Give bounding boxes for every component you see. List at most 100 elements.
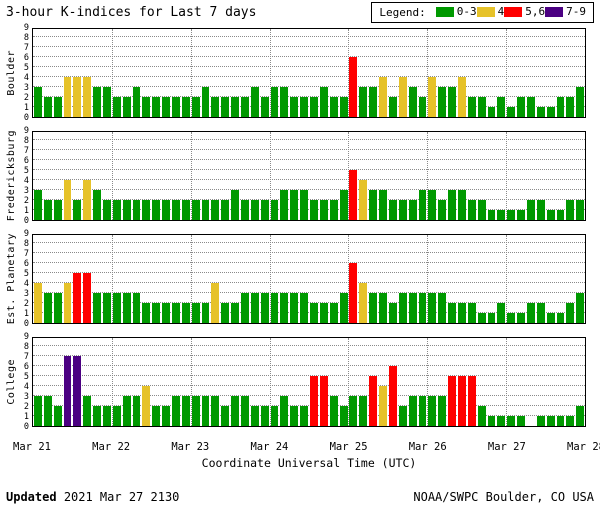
- k-index-bar: [507, 210, 516, 220]
- k-index-bar: [457, 303, 466, 323]
- bar-slot: [43, 338, 53, 426]
- bar-slot: [230, 132, 240, 220]
- bar-slot: [418, 235, 428, 323]
- k-index-bar: [270, 293, 279, 323]
- bar-slot: [457, 338, 467, 426]
- bar-slot: [250, 132, 260, 220]
- k-index-bar: [300, 406, 309, 426]
- bar-slot: [181, 338, 191, 426]
- k-index-bar: [211, 396, 220, 426]
- bar-slot: [210, 132, 220, 220]
- bar-slot: [210, 338, 220, 426]
- bar-slot: [279, 338, 289, 426]
- k-index-bar: [191, 396, 200, 426]
- y-tick-label: 7: [23, 146, 29, 156]
- x-tick-label: Mar 21: [13, 441, 51, 453]
- bar-slot: [201, 338, 211, 426]
- bar-slot: [516, 338, 526, 426]
- k-index-bar: [329, 97, 338, 117]
- hgridline: [33, 385, 585, 386]
- hgridline: [33, 36, 585, 37]
- bar-slot: [63, 29, 73, 117]
- k-index-bar: [93, 293, 102, 323]
- k-index-bar: [221, 406, 230, 426]
- k-index-bar: [43, 97, 52, 117]
- k-index-bar: [477, 313, 486, 323]
- bar-slot: [112, 132, 122, 220]
- bar-slot: [132, 338, 142, 426]
- k-index-bar: [418, 396, 427, 426]
- k-index-bar: [566, 303, 575, 323]
- k-index-bar: [418, 97, 427, 117]
- y-tick-label: 7: [23, 352, 29, 362]
- k-index-bar: [162, 303, 171, 323]
- bar-slot: [82, 29, 92, 117]
- y-tick-label: 1: [23, 103, 29, 113]
- legend-item: 5,6: [504, 5, 545, 18]
- bar-slot: [82, 132, 92, 220]
- station-label-college: College: [4, 337, 18, 427]
- hgridline: [33, 292, 585, 293]
- bar-slot: [141, 235, 151, 323]
- k-index-bar: [576, 200, 585, 220]
- k-index-bar: [507, 416, 516, 426]
- x-tick-label: Mar 22: [92, 441, 131, 453]
- k-index-bar: [369, 190, 378, 220]
- k-index-bar: [132, 200, 141, 220]
- station-name: Fredericksburg: [5, 130, 17, 222]
- bar-slot: [378, 132, 388, 220]
- y-tick-label: 4: [23, 176, 29, 186]
- k-index-bar: [241, 97, 249, 117]
- updated-text: Updated 2021 Mar 27 2130: [6, 490, 179, 504]
- k-index-bar: [63, 356, 72, 426]
- k-index-bar: [497, 416, 506, 426]
- x-tick-label: Mar 23: [171, 441, 210, 453]
- y-tick-label: 8: [23, 342, 29, 352]
- k-index-bar: [379, 386, 387, 426]
- bar-slot: [230, 29, 240, 117]
- y-tick-label: 2: [23, 93, 29, 103]
- k-index-bar: [388, 303, 397, 323]
- bar-slot: [309, 29, 319, 117]
- y-tick-label: 0: [23, 319, 29, 329]
- k-index-bar: [43, 200, 52, 220]
- bar-slot: [132, 29, 142, 117]
- bar-slot: [339, 235, 349, 323]
- panels: Boulder 0 1 2 3 4 5 6 7 8 9 Fredericksburg 0 1 2 3 4 5 6 7 8…: [4, 23, 586, 440]
- vgridline: [427, 132, 429, 220]
- k-index-bar: [349, 57, 358, 117]
- bar-slot: [536, 338, 546, 426]
- bar-slot: [260, 338, 270, 426]
- vgridline: [506, 338, 508, 426]
- k-index-bar: [132, 396, 141, 426]
- k-index-bar: [467, 303, 476, 323]
- bar-slot: [309, 235, 319, 323]
- bar-slot: [132, 132, 142, 220]
- updated-label: Updated: [6, 490, 57, 504]
- bar-slot: [181, 132, 191, 220]
- k-index-bar: [142, 200, 151, 220]
- k-index-bar: [310, 303, 318, 323]
- hgridline: [33, 375, 585, 376]
- k-index-bar: [93, 406, 102, 426]
- bar-slot: [122, 338, 132, 426]
- bar-slot: [53, 235, 63, 323]
- bar-slot: [102, 132, 112, 220]
- bar-slot: [53, 29, 63, 117]
- y-tick-label: 6: [23, 362, 29, 372]
- k-index-bar: [467, 200, 476, 220]
- plot-area-fredericksburg: [32, 131, 586, 221]
- k-index-bar: [53, 406, 62, 426]
- bar-slot: [368, 338, 378, 426]
- bar-slot: [477, 338, 487, 426]
- k-index-bar: [172, 200, 180, 220]
- bar-slot: [546, 338, 556, 426]
- credit-text: NOAA/SWPC Boulder, CO USA: [413, 490, 594, 504]
- k-index-bar: [310, 200, 318, 220]
- k-index-bar: [536, 416, 545, 426]
- bar-slot: [388, 235, 398, 323]
- bar-slot: [506, 338, 516, 426]
- k-index-bar: [339, 406, 348, 426]
- bar-slot: [437, 29, 447, 117]
- k-index-bar: [497, 210, 506, 220]
